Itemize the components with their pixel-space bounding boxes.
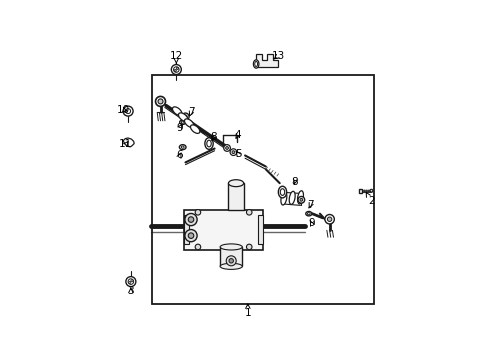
Circle shape [299,198,302,201]
Circle shape [195,244,200,250]
Text: 8: 8 [291,177,298,187]
Text: 9: 9 [176,123,183,133]
Text: 8: 8 [209,132,216,143]
Circle shape [182,113,189,120]
Text: 2: 2 [366,193,374,206]
Bar [152,75,373,304]
Ellipse shape [280,192,286,205]
Ellipse shape [278,186,286,198]
Circle shape [246,244,251,250]
Circle shape [155,96,165,107]
Polygon shape [220,247,242,266]
Circle shape [171,64,181,75]
Ellipse shape [280,189,284,195]
Ellipse shape [220,263,242,269]
Circle shape [174,69,176,72]
Text: 9: 9 [307,219,314,228]
Circle shape [226,256,236,266]
Circle shape [369,189,372,192]
Text: 1: 1 [244,304,251,319]
Circle shape [246,210,251,215]
Ellipse shape [179,120,185,125]
Ellipse shape [181,146,183,148]
Text: 7: 7 [306,201,313,210]
Ellipse shape [178,113,187,121]
Circle shape [224,145,230,151]
Ellipse shape [253,60,259,68]
Circle shape [225,147,228,149]
Circle shape [183,115,187,118]
Bar [258,215,263,244]
Circle shape [176,67,178,69]
Text: 6: 6 [176,150,183,161]
Circle shape [184,213,197,226]
Circle shape [195,210,200,215]
Circle shape [230,149,236,156]
Text: 4: 4 [234,130,241,140]
Ellipse shape [179,145,185,150]
Text: 13: 13 [271,51,285,61]
Ellipse shape [220,244,242,250]
Ellipse shape [204,138,213,149]
Circle shape [297,197,304,203]
Ellipse shape [305,211,311,216]
Text: 10: 10 [116,105,129,115]
Text: 7: 7 [187,108,194,117]
Text: 5: 5 [234,149,241,159]
Circle shape [228,258,233,263]
Polygon shape [254,54,278,67]
Circle shape [188,217,193,222]
Circle shape [128,279,133,284]
Ellipse shape [307,212,309,215]
Bar [358,189,362,193]
Circle shape [125,276,136,287]
Circle shape [324,215,334,224]
Polygon shape [228,183,243,210]
Bar [183,215,189,244]
Ellipse shape [172,107,182,115]
Text: 3: 3 [127,286,134,296]
Ellipse shape [254,62,257,67]
Ellipse shape [184,119,193,127]
Circle shape [184,230,197,242]
Ellipse shape [206,140,211,147]
Circle shape [232,151,234,153]
Text: 12: 12 [169,51,183,63]
Circle shape [125,109,130,114]
Circle shape [173,67,179,72]
Ellipse shape [190,125,200,134]
Text: 11: 11 [119,139,132,149]
Polygon shape [183,210,263,250]
Circle shape [131,280,133,282]
Ellipse shape [297,191,303,204]
Circle shape [158,99,163,104]
Ellipse shape [228,180,243,186]
Ellipse shape [288,191,295,204]
Circle shape [128,281,131,284]
Circle shape [327,217,331,221]
Ellipse shape [181,121,183,123]
Circle shape [188,233,193,238]
Circle shape [123,106,133,116]
